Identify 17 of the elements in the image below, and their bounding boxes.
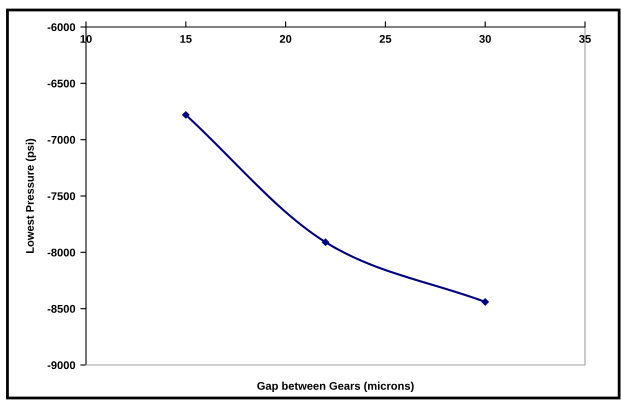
point bbox=[482, 298, 489, 306]
x-tick-label: 25 bbox=[380, 34, 392, 43]
y-axis-title: Lowest Pressure (psi) bbox=[26, 138, 36, 253]
y-tick-label: -9000 bbox=[48, 361, 76, 370]
x-tick-label: 15 bbox=[180, 35, 192, 43]
y-tick-label: -6000 bbox=[48, 23, 76, 32]
x-tick-label: 35 bbox=[579, 34, 591, 43]
x-tick-label: 30 bbox=[479, 34, 491, 43]
x-axis-title: Gap between Gears (microns) bbox=[257, 382, 414, 392]
y-tick-label: -8000 bbox=[48, 248, 76, 256]
y-tick-label: -7500 bbox=[48, 192, 76, 200]
y-tick-label: -6500 bbox=[48, 80, 76, 88]
point bbox=[322, 238, 330, 246]
x-tick-label: 20 bbox=[280, 34, 292, 43]
y-tick-label: -7000 bbox=[48, 136, 76, 144]
point bbox=[182, 111, 190, 119]
y-tick-label: -8500 bbox=[48, 304, 76, 313]
